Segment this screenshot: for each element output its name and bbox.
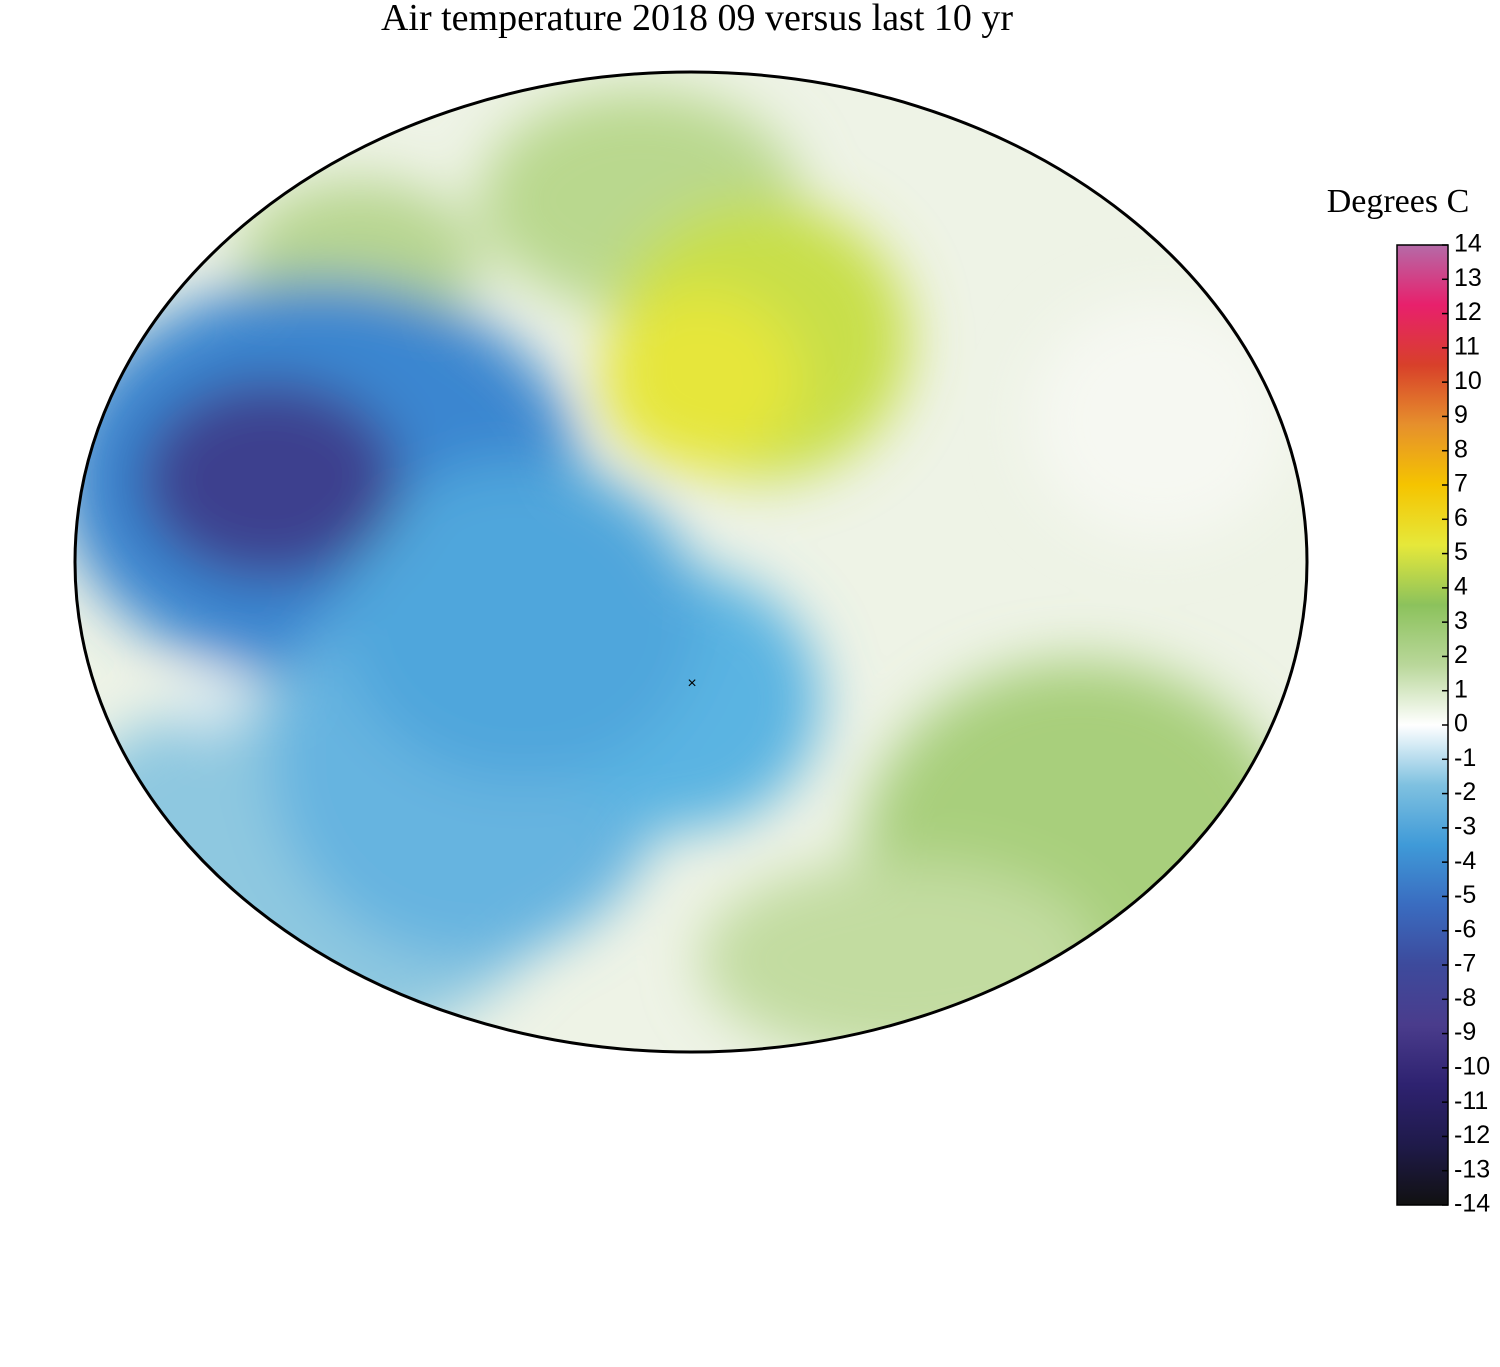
colorbar-tick-label: -13	[1454, 1155, 1490, 1183]
colorbar-tick-label: 3	[1454, 607, 1468, 635]
colorbar-tick-label: 14	[1454, 230, 1482, 258]
colorbar-tick-label: 10	[1454, 367, 1482, 395]
colorbar-tick-label: -12	[1454, 1121, 1490, 1149]
colorbar-tick-label: -1	[1454, 744, 1476, 772]
map-title: Air temperature 2018 09 versus last 10 y…	[381, 0, 1013, 39]
colorbar-tick-label: 13	[1454, 264, 1482, 292]
colorbar	[1396, 244, 1449, 1206]
colorbar-tick-label: 9	[1454, 401, 1468, 429]
colorbar-tick-label: -8	[1454, 984, 1476, 1012]
colorbar-tick-label: 6	[1454, 504, 1468, 532]
colorbar-tick-label: 4	[1454, 572, 1468, 600]
colorbar-tick-label: -6	[1454, 915, 1476, 943]
colorbar-label: Degrees C	[1327, 183, 1470, 220]
colorbar-tick-label: 12	[1454, 298, 1482, 326]
colorbar-tick-label: 7	[1454, 470, 1468, 498]
colorbar-tick-label: 1	[1454, 675, 1468, 703]
colorbar-tick-label: -14	[1454, 1190, 1490, 1218]
colorbar-tick-label: -9	[1454, 1018, 1476, 1046]
colorbar-tick-label: 11	[1454, 332, 1480, 360]
colorbar-tick-label: 0	[1454, 710, 1468, 738]
colorbar-tick-label: 2	[1454, 641, 1468, 669]
colorbar-tick-label: -3	[1454, 812, 1476, 840]
colorbar-tick-label: -11	[1454, 1087, 1488, 1115]
colorbar-tick-label: 8	[1454, 435, 1468, 463]
colorbar-tick-label: 5	[1454, 538, 1468, 566]
colorbar-tick-label: -4	[1454, 847, 1476, 875]
colorbar-tick-label: -7	[1454, 950, 1476, 978]
anomaly-field	[75, 72, 1307, 1052]
map-border	[73, 70, 1309, 1054]
colorbar-tick-label: -2	[1454, 778, 1476, 806]
pole-marker: ×	[687, 675, 696, 692]
colorbar-tick-label: -10	[1454, 1052, 1490, 1080]
colorbar-tick-label: -5	[1454, 881, 1476, 909]
